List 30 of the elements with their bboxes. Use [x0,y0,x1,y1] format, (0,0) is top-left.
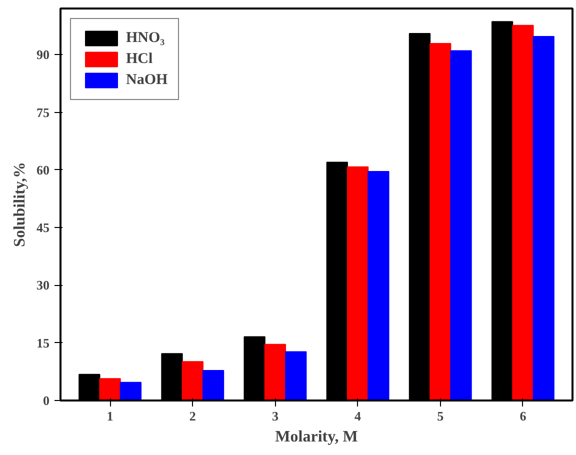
x-axis-title: Molarity, M [275,428,358,446]
bar [346,166,369,400]
x-tick-label: 2 [189,408,196,424]
bar [512,24,534,400]
y-tick-label: 90 [36,47,50,62]
y-tick-label: 30 [36,278,50,293]
bar [182,361,204,400]
bar [202,370,224,400]
bar [532,36,554,400]
y-tick-label: 60 [36,162,50,178]
y-tick-label: 0 [43,393,50,408]
y-tick-label: 75 [36,104,50,120]
legend-label: NaOH [126,72,168,88]
x-tick-label: 1 [106,408,114,424]
bar [450,50,472,400]
x-tick-label: 4 [354,408,362,424]
y-axis-title: Solubility,% [12,162,28,247]
legend-label: HCl [126,50,153,68]
bar [120,382,142,400]
y-tick-label: 15 [36,335,50,350]
bar [99,378,121,400]
bar [264,344,286,400]
x-tick-label: 3 [272,408,279,424]
bar [368,170,390,400]
legend-label: HNO₃ [126,30,165,46]
x-tick-label: 6 [520,408,527,424]
x-tick-label: 5 [437,408,444,424]
y-tick-label: 45 [36,220,50,236]
bar [285,351,307,400]
bar [430,42,452,400]
